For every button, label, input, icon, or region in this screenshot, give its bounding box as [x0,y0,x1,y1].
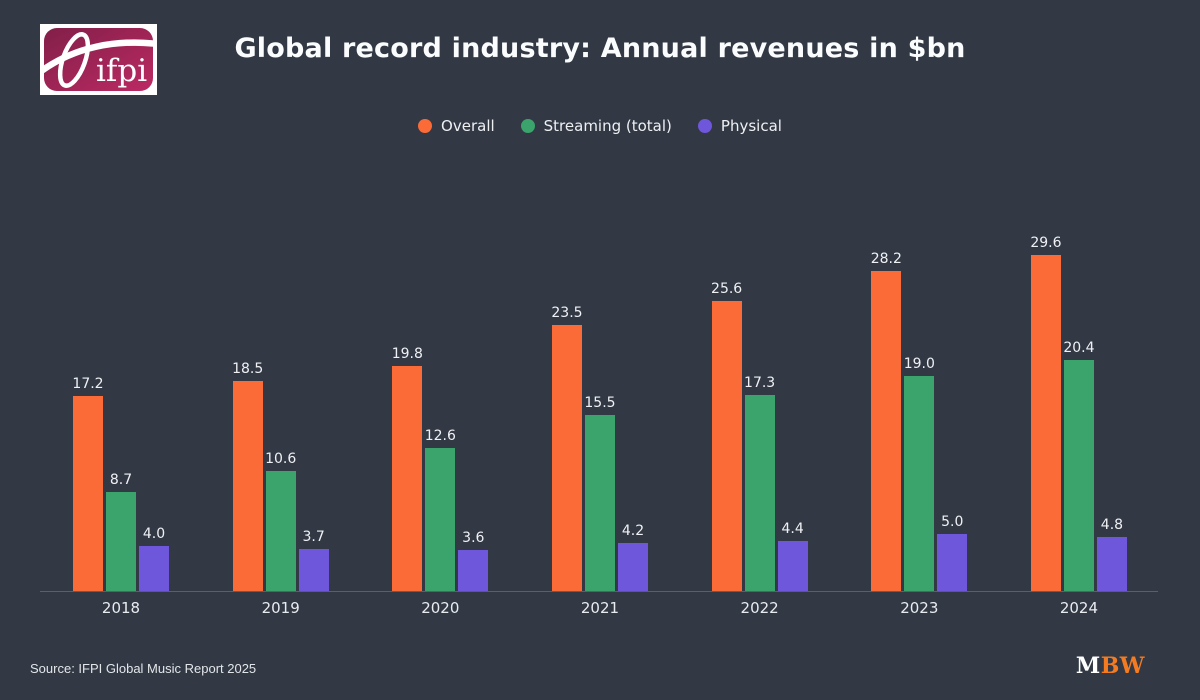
ifpi-logo-graphic: ifpi [44,28,153,91]
bar-slot: 18.5 [232,361,263,591]
legend-dot-overall [418,119,433,133]
bar-group-2023: 28.2 19.0 5.0 2023 [871,251,968,617]
bar-streaming-total-2022 [744,395,775,591]
mbw-logo: MBW [1076,653,1145,679]
bar-value-label: 23.5 [551,305,583,321]
legend-label: Overall [441,117,495,135]
legend-item-overall: Overall [418,117,495,135]
bar-slot: 17.3 [744,375,775,591]
x-tick-label-2020: 2020 [421,599,460,617]
chart-legend: Overall Streaming (total) Physical [0,117,1200,135]
bar-overall-2024 [1030,255,1061,591]
bar-overall-2019 [232,381,263,591]
bar-group-2022: 25.6 17.3 4.4 2022 [711,281,808,617]
legend-dot-physical [697,119,712,133]
bar-group-2024: 29.6 20.4 4.8 2024 [1030,235,1127,617]
bar-streaming-total-2023 [904,376,935,591]
bar-value-label: 4.2 [621,523,645,539]
bar-slot: 28.2 [871,251,902,591]
bar-physical-2022 [777,541,808,591]
bar-slot: 10.6 [265,451,296,591]
x-tick-label-2022: 2022 [740,599,779,617]
x-tick-label-2018: 2018 [101,599,141,617]
bar-slot: 4.2 [617,523,648,591]
page-title: Global record industry: Annual revenues … [234,33,966,64]
bar-group-2020: 19.8 12.6 3.6 2020 [392,346,489,617]
bar-value-label: 4.0 [142,526,166,542]
bar-value-label: 12.6 [424,428,456,444]
bar-slot: 19.0 [904,356,935,591]
bar-slot: 5.0 [937,514,968,591]
bar-slot: 8.7 [106,472,136,591]
bar-streaming-total-2018 [106,492,136,591]
bar-value-label: 15.5 [584,395,616,411]
bar-value-label: 20.4 [1063,340,1095,356]
bar-slot: 4.0 [139,526,169,591]
bar-physical-2018 [139,546,169,591]
bar-slot: 4.4 [777,521,808,591]
mbw-logo-bw: BW [1100,653,1145,679]
bar-slot: 29.6 [1030,235,1062,591]
bar-value-label: 4.4 [781,521,804,537]
bar-value-label: 17.3 [744,375,776,391]
bar-overall-2018 [73,396,103,591]
bar-slot: 3.6 [458,530,489,591]
legend-dot-streaming-total [520,119,535,133]
x-axis-line [40,591,1158,592]
bar-slot: 17.2 [72,376,104,591]
bar-slot: 15.5 [584,395,616,591]
bar-streaming-total-2019 [265,471,296,591]
bar-slot: 25.6 [711,281,742,591]
bar-group-2018: 17.2 8.7 4.0 2018 [72,376,169,617]
bar-value-label: 19.0 [903,356,935,372]
bar-group-2021: 23.5 15.5 4.2 2021 [551,305,648,617]
bar-overall-2023 [871,271,902,591]
x-tick-label-2019: 2019 [261,599,300,617]
bar-value-label: 19.8 [391,346,423,362]
bar-slot: 19.8 [392,346,423,591]
bar-physical-2020 [458,550,489,591]
bar-slot: 12.6 [425,428,456,591]
bar-value-label: 10.6 [265,451,297,467]
bar-physical-2024 [1096,537,1127,591]
bar-value-label: 28.2 [870,251,902,267]
ifpi-logo: ifpi [40,24,157,95]
bar-streaming-total-2021 [584,415,615,591]
bar-streaming-total-2024 [1063,360,1094,591]
bar-value-label: 3.6 [462,530,485,546]
x-tick-label-2023: 2023 [900,599,939,617]
bar-value-label: 3.7 [302,529,325,545]
legend-label: Streaming (total) [543,117,672,135]
bar-value-label: 29.6 [1030,235,1062,251]
x-tick-label-2021: 2021 [580,599,620,617]
ifpi-loop-icon [57,32,91,88]
x-tick-label-2024: 2024 [1059,599,1099,617]
bar-overall-2021 [551,325,582,591]
bar-value-label: 17.2 [72,376,104,392]
bar-group-2019: 18.5 10.6 3.7 2019 [232,361,329,617]
legend-item-streaming-total: Streaming (total) [520,117,672,135]
bar-slot: 4.8 [1096,517,1127,591]
mbw-logo-m: M [1075,653,1101,679]
legend-label: Physical [720,117,782,135]
source-note: Source: IFPI Global Music Report 2025 [30,661,257,676]
bar-slot: 20.4 [1063,340,1095,591]
bar-value-label: 5.0 [941,514,964,530]
bar-slot: 23.5 [551,305,583,591]
bar-physical-2023 [937,534,968,591]
bar-physical-2019 [298,549,329,591]
bar-physical-2021 [617,543,648,591]
bar-overall-2022 [711,301,742,591]
bar-value-label: 18.5 [232,361,264,377]
ifpi-logo-text: ifpi [96,53,147,89]
bar-slot: 3.7 [298,529,329,591]
bar-value-label: 25.6 [711,281,743,297]
bar-overall-2020 [392,366,423,591]
bar-value-label: 8.7 [109,472,133,488]
bar-groups: 17.2 8.7 4.0 2018 18.5 10.6 3.7 2019 19.8 12.6 3.6… [40,235,1160,617]
bar-streaming-total-2020 [425,448,456,591]
legend-item-physical: Physical [697,117,782,135]
bar-value-label: 4.8 [1100,517,1124,533]
